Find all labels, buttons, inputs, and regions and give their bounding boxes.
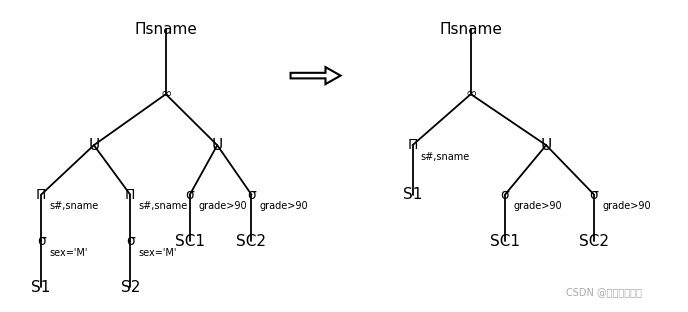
Text: ∞: ∞ xyxy=(160,87,171,101)
FancyArrow shape xyxy=(290,67,341,84)
Text: S1: S1 xyxy=(403,187,422,202)
Text: grade>90: grade>90 xyxy=(513,202,562,212)
Text: σ: σ xyxy=(36,234,45,248)
Text: sex='M': sex='M' xyxy=(138,248,177,258)
Text: SC1: SC1 xyxy=(175,234,205,249)
Text: U: U xyxy=(88,138,100,153)
Text: S2: S2 xyxy=(120,280,140,295)
Text: σ: σ xyxy=(590,188,599,202)
Text: s#,sname: s#,sname xyxy=(421,152,470,162)
Text: Πsname: Πsname xyxy=(440,22,502,37)
Text: CSDN @大懒猫的午觉: CSDN @大懒猫的午觉 xyxy=(566,287,643,297)
Text: sex='M': sex='M' xyxy=(50,248,88,258)
Text: σ: σ xyxy=(126,234,135,248)
Text: SC1: SC1 xyxy=(490,234,520,249)
Text: ∞: ∞ xyxy=(465,87,477,101)
Text: Π: Π xyxy=(407,138,418,152)
Text: U: U xyxy=(541,138,552,153)
Text: grade>90: grade>90 xyxy=(602,202,651,212)
Text: σ: σ xyxy=(247,188,256,202)
Text: grade>90: grade>90 xyxy=(259,202,308,212)
Text: S1: S1 xyxy=(32,280,51,295)
Text: Πsname: Πsname xyxy=(134,22,197,37)
Text: σ: σ xyxy=(501,188,509,202)
Text: SC2: SC2 xyxy=(237,234,266,249)
Text: s#,sname: s#,sname xyxy=(50,202,98,212)
Text: SC2: SC2 xyxy=(579,234,609,249)
Text: grade>90: grade>90 xyxy=(198,202,247,212)
Text: Π: Π xyxy=(125,188,136,202)
Text: U: U xyxy=(212,138,223,153)
Text: s#,sname: s#,sname xyxy=(138,202,188,212)
Text: σ: σ xyxy=(186,188,194,202)
Text: Π: Π xyxy=(36,188,46,202)
